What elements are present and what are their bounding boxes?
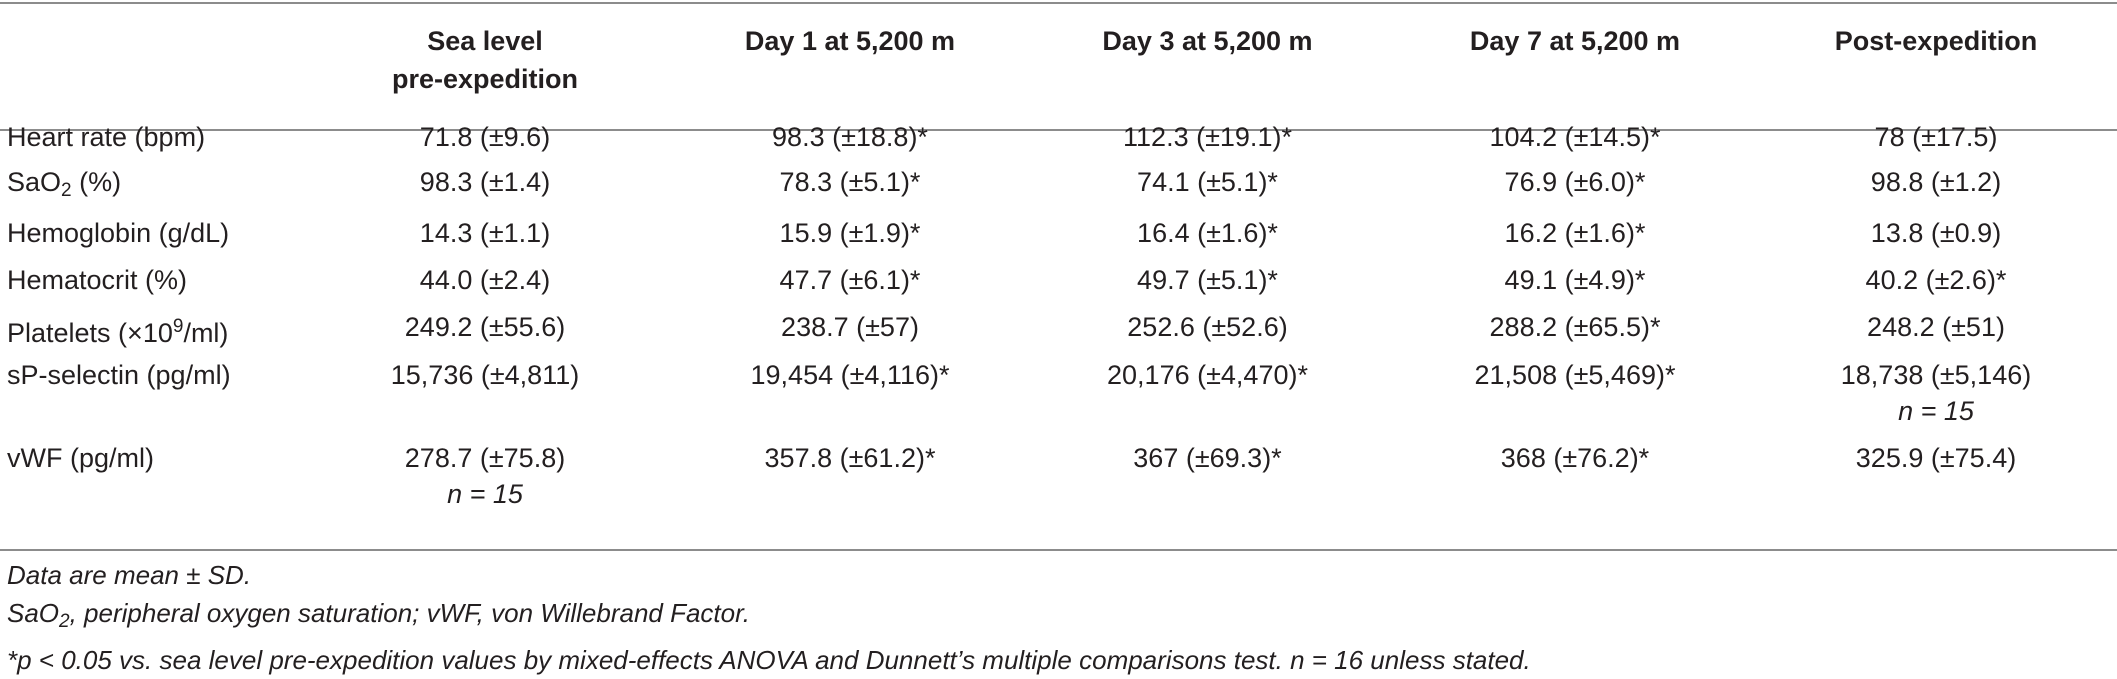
header-cell — [0, 4, 290, 111]
table-row: Platelets (×109/ml) 249.2 (±55.6) 238.7 … — [0, 303, 2117, 351]
table-cell: 98.3 (±1.4) — [419, 167, 551, 197]
data-table: Sea level pre-expedition Day 1 at 5,200 m… — [0, 4, 2117, 517]
header-cell: Post-expedition — [1834, 26, 2038, 56]
table-row: Hemoglobin (g/dL) 14.3 (±1.1) 15.9 (±1.9… — [0, 209, 2117, 256]
table-cell: 252.6 (±52.6) — [1127, 312, 1288, 342]
table-cell: 288.2 (±65.5)* — [1489, 312, 1661, 342]
table-cell: 78.3 (±5.1)* — [779, 167, 921, 197]
table-cell: 15,736 (±4,811) — [390, 360, 580, 390]
table-cell: 15.9 (±1.9)* — [779, 218, 921, 248]
table-cell: 40.2 (±2.6)* — [1865, 265, 2007, 295]
footnote-abbreviations: SaO2, peripheral oxygen saturation; vWF,… — [7, 598, 751, 632]
table-cell: 44.0 (±2.4) — [419, 265, 551, 295]
table-top-rule — [0, 2, 2117, 4]
footnote-data-description: Data are mean ± SD. — [7, 560, 252, 590]
table-row: sP-selectin (pg/ml) 15,736 (±4,811) 19,4… — [0, 351, 2117, 434]
row-label: Hematocrit (%) — [7, 265, 188, 295]
table-row: Hematocrit (%) 44.0 (±2.4) 47.7 (±6.1)* … — [0, 256, 2117, 303]
table-cell: 278.7 (±75.8) n = 15 — [404, 443, 566, 509]
table-cell: 49.7 (±5.1)* — [1137, 265, 1278, 295]
sample-size-note: n = 15 — [447, 479, 523, 509]
header-cell: Day 1 at 5,200 m — [744, 26, 956, 56]
header-row: Sea level pre-expedition Day 1 at 5,200 m… — [0, 4, 2117, 111]
table-cell: 367 (±69.3)* — [1133, 443, 1282, 473]
table-cell: 78 (±17.5) — [1874, 122, 1998, 152]
row-label: vWF (pg/ml) — [7, 443, 154, 473]
sample-size-note: n = 15 — [1898, 396, 1974, 426]
table-cell: 16.2 (±1.6)* — [1504, 218, 1646, 248]
table-cell: 14.3 (±1.1) — [419, 218, 551, 248]
footnote-statistics: *p < 0.05 vs. sea level pre-expedition v… — [7, 645, 1531, 675]
row-label: Hemoglobin (g/dL) — [7, 218, 230, 248]
table-cell: 112.3 (±19.1)* — [1123, 122, 1292, 152]
table-cell: 13.8 (±0.9) — [1870, 218, 2002, 248]
header-cell: Day 7 at 5,200 m — [1469, 26, 1681, 56]
table-row: SaO2 (%) 98.3 (±1.4) 78.3 (±5.1)* 74.1 (… — [0, 158, 2117, 209]
row-label: SaO2 (%) — [7, 167, 122, 201]
table-cell: 18,738 (±5,146) n = 15 — [1840, 360, 2032, 426]
table-cell: 238.7 (±57) — [781, 312, 919, 342]
table-cell: 357.8 (±61.2)* — [764, 443, 936, 473]
row-label: sP-selectin (pg/ml) — [7, 360, 231, 390]
row-label: Heart rate (bpm) — [7, 122, 206, 152]
table-cell: 248.2 (±51) — [1867, 312, 2005, 342]
table-cell: 249.2 (±55.6) — [404, 312, 566, 342]
table-header-rule — [0, 129, 2117, 131]
table-cell: 104.2 (±14.5)* — [1489, 122, 1661, 152]
table-cell: 325.9 (±75.4) — [1855, 443, 2017, 473]
table-cell: 98.8 (±1.2) — [1870, 167, 2002, 197]
table-cell: 98.3 (±18.8)* — [772, 122, 928, 152]
table-cell: 76.9 (±6.0)* — [1504, 167, 1646, 197]
table-cell: 21,508 (±5,469)* — [1474, 360, 1676, 390]
table-cell: 20,176 (±4,470)* — [1107, 360, 1308, 390]
header-cell: Day 3 at 5,200 m — [1102, 26, 1313, 56]
table-cell: 49.1 (±4.9)* — [1504, 265, 1646, 295]
table-cell: 47.7 (±6.1)* — [779, 265, 921, 295]
row-label: Platelets (×109/ml) — [7, 316, 229, 348]
table-bottom-rule — [0, 549, 2117, 551]
table-cell: 368 (±76.2)* — [1500, 443, 1650, 473]
table-row: Heart rate (bpm) 71.8 (±9.6) 98.3 (±18.8… — [0, 111, 2117, 158]
table-cell: 16.4 (±1.6)* — [1137, 218, 1278, 248]
table-cell: 71.8 (±9.6) — [419, 122, 551, 152]
table-footnotes: Data are mean ± SD. SaO2, peripheral oxy… — [7, 556, 2107, 679]
table-cell: 19,454 (±4,116)* — [750, 360, 950, 390]
table-row: vWF (pg/ml) 278.7 (±75.8) n = 15 357.8 (±… — [0, 434, 2117, 517]
header-cell: Sea level pre-expedition — [391, 26, 579, 94]
table-cell: 74.1 (±5.1)* — [1137, 167, 1278, 197]
